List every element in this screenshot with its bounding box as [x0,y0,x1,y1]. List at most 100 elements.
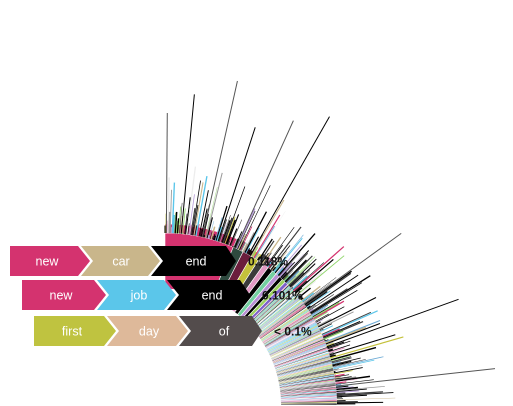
sunburst-spike[interactable] [289,263,316,288]
sunburst-spike[interactable] [309,308,314,313]
breadcrumb-step[interactable] [10,246,90,276]
sunburst-spike[interactable] [286,270,300,284]
sunburst-spike[interactable] [242,243,248,253]
sunburst-spike[interactable] [221,220,231,243]
sunburst-spike[interactable] [305,272,352,307]
sunburst-spike[interactable] [188,194,195,235]
sunburst-spike[interactable] [228,240,232,246]
sunburst-spike[interactable] [178,206,182,234]
sunburst-spike[interactable] [332,360,352,367]
sunburst-spike[interactable] [293,246,345,292]
sunburst-spike[interactable] [260,258,264,263]
sunburst-spike[interactable] [200,208,208,237]
sunburst-spike[interactable] [336,394,367,398]
sunburst-spike[interactable] [317,323,320,326]
sunburst-spike[interactable] [334,376,352,380]
sunburst-spike[interactable] [335,368,496,387]
sunburst-spike[interactable] [186,166,197,235]
breadcrumb-row-3[interactable]: first day of < 0.1% [34,316,312,346]
sunburst-spike[interactable] [325,322,381,345]
sunburst-spike[interactable] [274,262,284,274]
sunburst-spike[interactable] [333,359,375,370]
sunburst-spike[interactable] [336,386,385,391]
sunburst-spike[interactable] [336,392,394,397]
sunburst-spike[interactable] [298,294,301,297]
sunburst-spike[interactable] [257,238,273,261]
sunburst-spike[interactable] [301,285,321,302]
sunburst-spike[interactable] [331,355,350,362]
sunburst-spike[interactable] [171,182,176,234]
sunburst-spike[interactable] [269,252,284,270]
sunburst-spike[interactable] [298,287,311,298]
sunburst-spike[interactable] [284,275,291,282]
sunburst-spike[interactable] [305,291,328,307]
sunburst-spike[interactable] [256,254,260,260]
sunburst-spike[interactable] [193,182,204,236]
sunburst-spike[interactable] [296,272,323,295]
sunburst-spike[interactable] [322,328,340,337]
sunburst-spike[interactable] [329,354,337,358]
breadcrumb-step[interactable] [81,246,160,276]
sunburst-spike[interactable] [266,244,283,267]
sunburst-spike[interactable] [336,388,367,392]
sunburst-spike[interactable] [294,280,308,293]
breadcrumb-step[interactable] [22,280,106,310]
sunburst-spike[interactable] [250,199,285,257]
sunburst-spike[interactable] [168,211,171,234]
sunburst-spike[interactable] [310,282,363,315]
sunburst-spike[interactable] [320,325,334,333]
sunburst-spike[interactable] [204,187,218,238]
sunburst-spike[interactable] [261,252,269,264]
sunburst-spike[interactable] [187,223,190,235]
sunburst-spike[interactable] [208,221,215,239]
sunburst-spike[interactable] [281,253,305,279]
sunburst-spike[interactable] [225,219,236,245]
sunburst-spike[interactable] [172,214,175,234]
sunburst-spike[interactable] [180,94,195,234]
sunburst-spike[interactable] [332,359,366,368]
sunburst-spike[interactable] [282,253,309,280]
sunburst-spike[interactable] [325,326,367,344]
sunburst-spike[interactable] [320,330,326,334]
sunburst-spike[interactable] [245,227,260,254]
sunburst-spike[interactable] [203,234,206,238]
sunburst-spike[interactable] [334,373,345,377]
sunburst-spike[interactable] [237,234,247,250]
sunburst-spike[interactable] [263,252,272,265]
breadcrumb-step[interactable] [34,316,116,346]
sunburst-spike[interactable] [268,226,302,269]
sunburst-spike[interactable] [333,364,363,372]
sunburst-spike[interactable] [219,223,227,243]
sunburst-spike[interactable] [184,213,188,235]
sunburst-spike[interactable] [334,374,350,378]
sunburst-spike[interactable] [226,214,240,245]
sunburst-spike[interactable] [313,300,345,320]
sunburst-spike[interactable] [202,213,209,238]
sunburst-spike[interactable] [332,357,361,366]
sunburst-spike[interactable] [247,249,251,255]
sunburst-spike[interactable] [217,127,256,242]
sunburst-spike[interactable] [311,304,329,316]
breadcrumb-step[interactable] [107,316,188,346]
sunburst-spike[interactable] [336,397,396,401]
sunburst-spike[interactable] [323,320,364,339]
sunburst-spike[interactable] [324,319,381,343]
sunburst-spike[interactable] [319,328,324,331]
sunburst-spike[interactable] [239,226,253,251]
sunburst-spike[interactable] [191,180,201,236]
sunburst-spike[interactable] [253,214,281,259]
sunburst-spike[interactable] [199,228,203,237]
sunburst-spike[interactable] [276,244,303,275]
sunburst-spike[interactable] [262,236,282,264]
sunburst-spike[interactable] [198,190,209,237]
sunburst-spike[interactable] [210,226,216,240]
sunburst-spike[interactable] [299,296,303,299]
sunburst-spike[interactable] [334,370,353,375]
sunburst-spike[interactable] [222,217,233,244]
sunburst-spike[interactable] [304,270,352,306]
sunburst-spike[interactable] [283,270,294,281]
sunburst-spike[interactable] [332,356,384,369]
sunburst-spike[interactable] [310,275,371,314]
sunburst-spike[interactable] [328,348,334,352]
sunburst-spike[interactable] [197,230,200,237]
